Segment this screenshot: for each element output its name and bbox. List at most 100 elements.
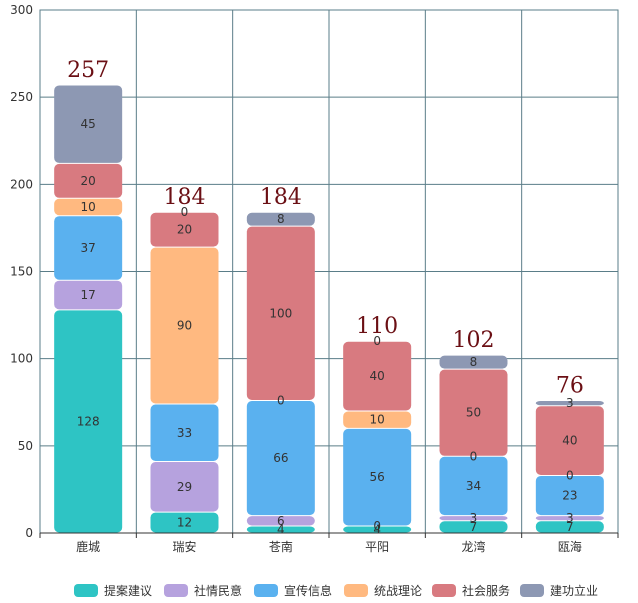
bar-segment[interactable] [246,526,315,533]
total-label: 76 [556,374,584,399]
legend-item[interactable]: 社会服务 [432,583,510,598]
segment-label: 4 [373,523,381,537]
segment-label: 40 [562,434,577,448]
bar-segment[interactable] [439,521,508,533]
segment-label: 40 [370,369,385,383]
segment-label: 3 [566,396,574,410]
segment-label: 33 [177,426,192,440]
segment-label: 128 [77,414,100,428]
segment-label: 8 [470,355,478,369]
segment-label: 0 [181,205,189,219]
x-tick-label: 龙湾 [461,539,485,554]
grid-lines [39,9,619,534]
legend-swatch [164,584,188,597]
bar-segment[interactable] [150,404,219,462]
x-tick-label: 鹿城 [76,539,100,554]
bar-segment[interactable] [246,226,315,401]
bar-segment[interactable] [343,526,412,533]
y-tick-label: 0 [25,526,33,540]
total-label: 184 [260,185,302,210]
segment-label: 50 [466,406,481,420]
legend-swatch [254,584,278,597]
bar-segment[interactable] [150,247,219,404]
y-tick-label: 300 [10,3,33,17]
data-labels: 1281737102045257122933902001844666010081… [67,58,584,537]
legend-item[interactable]: 建功立业 [520,583,598,598]
x-tick-label: 瑞安 [172,539,196,554]
y-tick-label: 250 [10,90,33,104]
bar-segment[interactable] [343,411,412,428]
bar-segment[interactable] [439,369,508,456]
total-label: 102 [453,328,495,353]
bar-segment[interactable] [150,462,219,512]
segment-label: 12 [177,516,192,530]
bar-segment[interactable] [54,198,123,216]
bar-segment[interactable] [150,512,219,533]
total-label: 110 [356,314,398,339]
legend-item[interactable]: 社情民意 [164,583,242,598]
legend-swatch [74,584,98,597]
segment-label: 7 [470,520,478,534]
legend-label: 建功立业 [550,583,598,598]
legend[interactable]: 提案建议 社情民意 宣传信息 统战理论 社会服务 建功立业 [74,583,598,598]
bar-segment[interactable] [535,516,604,521]
bar-segment[interactable] [246,212,315,226]
segment-label: 37 [81,241,96,255]
bar-segment[interactable] [535,406,604,475]
bars [54,85,604,533]
bar-segment[interactable] [343,341,412,411]
segment-label: 20 [81,174,96,188]
bar-segment[interactable] [535,401,604,406]
y-tick-label: 50 [18,439,33,453]
segment-label: 66 [273,451,288,465]
segment-label: 3 [566,511,574,525]
x-tick-label: 苍南 [269,539,293,554]
legend-label: 提案建议 [104,583,152,598]
segment-label: 7 [566,520,574,534]
legend-item[interactable]: 统战理论 [344,584,422,598]
legend-label: 统战理论 [374,584,422,598]
segment-label: 29 [177,480,192,494]
segment-label: 0 [373,519,381,533]
segment-label: 100 [269,306,292,320]
segment-label: 10 [81,200,96,214]
bar-segment[interactable] [54,163,123,198]
bar-segment[interactable] [150,212,219,247]
total-label: 184 [164,185,206,210]
bar-segment[interactable] [54,310,123,533]
y-tick-label: 150 [10,265,33,279]
segment-label: 0 [277,394,285,408]
segment-label: 3 [470,511,478,525]
segment-label: 90 [177,319,192,333]
bar-segment[interactable] [535,475,604,516]
y-tick-label: 200 [10,177,33,191]
segment-label: 45 [81,117,96,131]
legend-label: 社会服务 [462,583,510,598]
segment-label: 20 [177,223,192,237]
x-tick-label: 瓯海 [558,539,582,554]
legend-item[interactable]: 宣传信息 [254,583,332,598]
legend-label: 宣传信息 [284,583,332,598]
legend-item[interactable]: 提案建议 [74,583,152,598]
y-tick-label: 100 [10,352,33,366]
legend-swatch [344,584,368,597]
legend-swatch [432,584,456,597]
bar-segment[interactable] [343,428,412,526]
bar-segment[interactable] [246,516,315,526]
bar-segment[interactable] [54,216,123,280]
segment-label: 8 [277,212,285,226]
bar-segment[interactable] [439,516,508,521]
bar-segment[interactable] [439,456,508,516]
segment-label: 10 [370,413,385,427]
bar-segment[interactable] [54,85,123,163]
bar-segment[interactable] [246,401,315,516]
segment-label: 0 [566,468,574,482]
bar-segment[interactable] [535,521,604,533]
segment-label: 4 [277,523,285,537]
total-label: 257 [67,58,109,83]
bar-segment[interactable] [54,280,123,310]
bar-segment[interactable] [439,355,508,369]
segment-label: 23 [562,489,577,503]
